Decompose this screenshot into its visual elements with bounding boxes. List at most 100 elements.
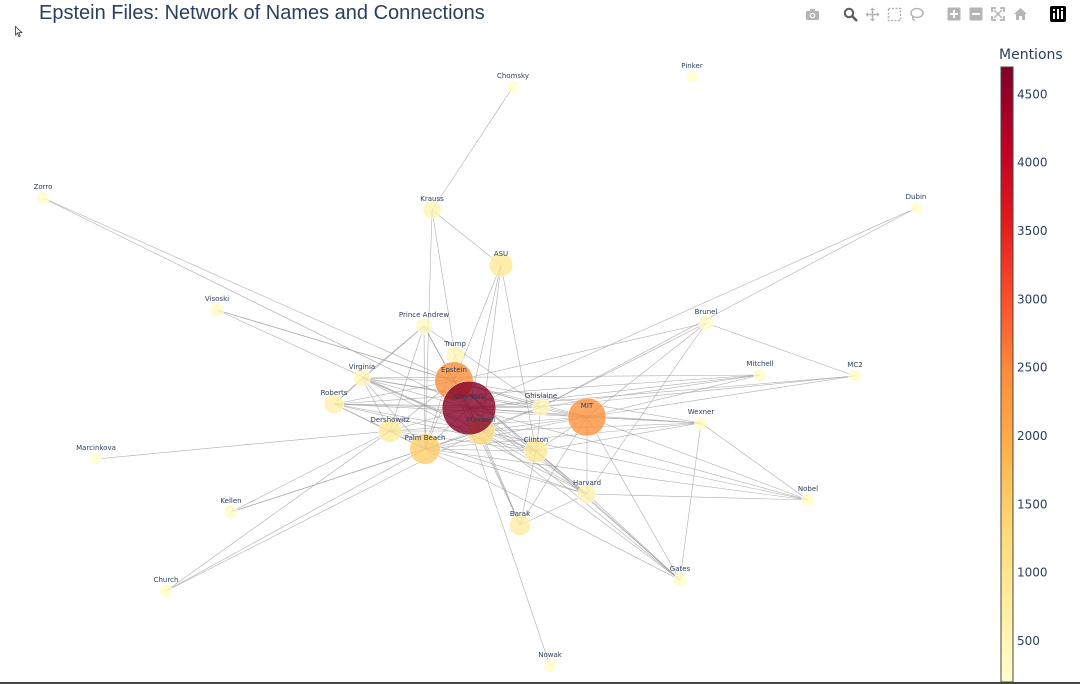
node-palm-beach[interactable] bbox=[409, 433, 441, 465]
colorbar-tick-2500: 2500 bbox=[1017, 361, 1048, 375]
node-nobel[interactable] bbox=[801, 493, 815, 507]
node-label-mc2: MC2 bbox=[847, 361, 862, 369]
zoom-out-icon[interactable] bbox=[968, 6, 984, 22]
node-label-prince-andrew: Prince Andrew bbox=[399, 311, 449, 319]
node-label-zorro: Zorro bbox=[34, 183, 53, 191]
node-mit[interactable] bbox=[567, 397, 607, 437]
node-mitchell[interactable] bbox=[753, 368, 767, 382]
node-label-brunel: Brunel bbox=[695, 308, 718, 316]
edge-mit-mc2 bbox=[586, 375, 856, 418]
zoom-icon[interactable] bbox=[842, 6, 858, 22]
edge-prince-andrew-ghislaine bbox=[423, 325, 542, 408]
node-gates[interactable] bbox=[672, 572, 688, 588]
node-label-palm-beach: Palm Beach bbox=[405, 434, 446, 442]
node-marcinkova[interactable] bbox=[89, 452, 103, 466]
edge-chomsky-krauss bbox=[431, 86, 514, 211]
node-clinton[interactable] bbox=[524, 439, 548, 463]
edge-palm-beach-harvard bbox=[424, 448, 588, 495]
node-wexner[interactable] bbox=[694, 416, 708, 430]
edge-dubin-ghislaine bbox=[540, 207, 917, 408]
camera-icon[interactable] bbox=[804, 6, 820, 22]
edge-dershowitz-kellen bbox=[230, 430, 391, 513]
modebar bbox=[804, 6, 1066, 22]
edge-mit-nobel bbox=[586, 416, 809, 501]
edge-maxwell-barak bbox=[480, 430, 521, 526]
chart-title: Epstein Files: Network of Names and Conn… bbox=[39, 2, 485, 24]
node-visoski[interactable] bbox=[209, 302, 225, 318]
node-brunel[interactable] bbox=[698, 315, 714, 331]
node-kellen[interactable] bbox=[223, 504, 239, 520]
edge-zorro-new-york bbox=[42, 197, 470, 409]
node-asu[interactable] bbox=[488, 252, 514, 278]
edge-new-york-nobel bbox=[468, 407, 809, 501]
edge-asu-clinton bbox=[500, 264, 537, 452]
plotly-logo-icon[interactable] bbox=[1050, 6, 1066, 22]
edge-roberts-mitchell bbox=[333, 374, 761, 405]
edge-krauss-asu bbox=[431, 209, 502, 266]
edge-brunel-harvard bbox=[586, 322, 707, 495]
node-mc2[interactable] bbox=[848, 369, 862, 383]
lasso-select-icon[interactable] bbox=[908, 6, 924, 22]
node-layer bbox=[36, 70, 923, 673]
node-barak[interactable] bbox=[509, 514, 531, 536]
colorbar-tick-4500: 4500 bbox=[1017, 87, 1048, 101]
node-harvard[interactable] bbox=[577, 484, 597, 504]
colorbar-title: Mentions bbox=[999, 47, 1063, 63]
edge-mit-gates bbox=[586, 416, 681, 581]
edge-zorro-epstein bbox=[42, 197, 455, 382]
edge-clinton-wexner bbox=[535, 422, 702, 452]
edge-roberts-epstein bbox=[333, 380, 455, 405]
node-nowak[interactable] bbox=[543, 659, 557, 673]
edge-dubin-new-york bbox=[468, 207, 917, 409]
edge-prince-andrew-dershowitz bbox=[389, 325, 425, 432]
node-label-clinton: Clinton bbox=[524, 436, 549, 444]
node-trump[interactable] bbox=[445, 345, 465, 365]
edge-palm-beach-church bbox=[165, 448, 426, 592]
node-church[interactable] bbox=[159, 584, 173, 598]
node-label-visoski: Visoski bbox=[205, 295, 229, 303]
edge-new-york-gates bbox=[468, 407, 681, 581]
edge-mit-mitchell bbox=[586, 374, 761, 418]
pan-icon[interactable] bbox=[864, 6, 880, 22]
node-krauss[interactable] bbox=[422, 200, 442, 220]
colorbar-tick-3500: 3500 bbox=[1017, 224, 1048, 238]
node-ghislaine[interactable] bbox=[531, 397, 551, 417]
node-dubin[interactable] bbox=[909, 201, 923, 215]
node-roberts[interactable] bbox=[323, 393, 345, 415]
node-label-marcinkova: Marcinkova bbox=[76, 444, 116, 452]
zoom-in-icon[interactable] bbox=[946, 6, 962, 22]
node-zorro[interactable] bbox=[36, 191, 50, 205]
box-select-icon[interactable] bbox=[886, 6, 902, 22]
edge-mit-palm-beach bbox=[424, 416, 588, 450]
node-chomsky[interactable] bbox=[506, 80, 520, 94]
colorbar-tick-1500: 1500 bbox=[1017, 497, 1048, 511]
node-label-chomsky: Chomsky bbox=[497, 72, 529, 80]
edge-krauss-trump bbox=[431, 209, 456, 356]
node-virginia[interactable] bbox=[353, 369, 371, 387]
edge-palm-beach-nobel bbox=[424, 448, 809, 501]
node-new-york[interactable] bbox=[441, 380, 497, 436]
colorbar-tick-1000: 1000 bbox=[1017, 566, 1048, 580]
node-label-krauss: Krauss bbox=[420, 195, 444, 203]
node-label-virginia: Virginia bbox=[349, 363, 375, 371]
edge-new-york-mitchell bbox=[468, 374, 761, 409]
edge-brunel-ghislaine bbox=[540, 322, 707, 408]
autoscale-icon[interactable] bbox=[990, 6, 1006, 22]
edge-dershowitz-church bbox=[165, 430, 391, 592]
edge-wexner-nobel bbox=[700, 422, 809, 501]
edge-palm-beach-wexner bbox=[424, 422, 702, 450]
node-label-nobel: Nobel bbox=[798, 485, 818, 493]
node-label-kellen: Kellen bbox=[220, 497, 241, 505]
edge-dershowitz-marcinkova bbox=[95, 430, 391, 460]
bottom-border bbox=[0, 682, 1080, 684]
node-dershowitz[interactable] bbox=[378, 419, 402, 443]
node-label-gates: Gates bbox=[670, 565, 691, 573]
edge-kellen-maxwell bbox=[230, 430, 482, 513]
node-pinker[interactable] bbox=[685, 70, 699, 84]
colorbar-tick-2000: 2000 bbox=[1017, 429, 1048, 443]
node-label-church: Church bbox=[154, 576, 179, 584]
reset-axes-icon[interactable] bbox=[1012, 6, 1028, 22]
node-label-asu: ASU bbox=[494, 250, 508, 258]
node-prince-andrew[interactable] bbox=[415, 317, 433, 335]
